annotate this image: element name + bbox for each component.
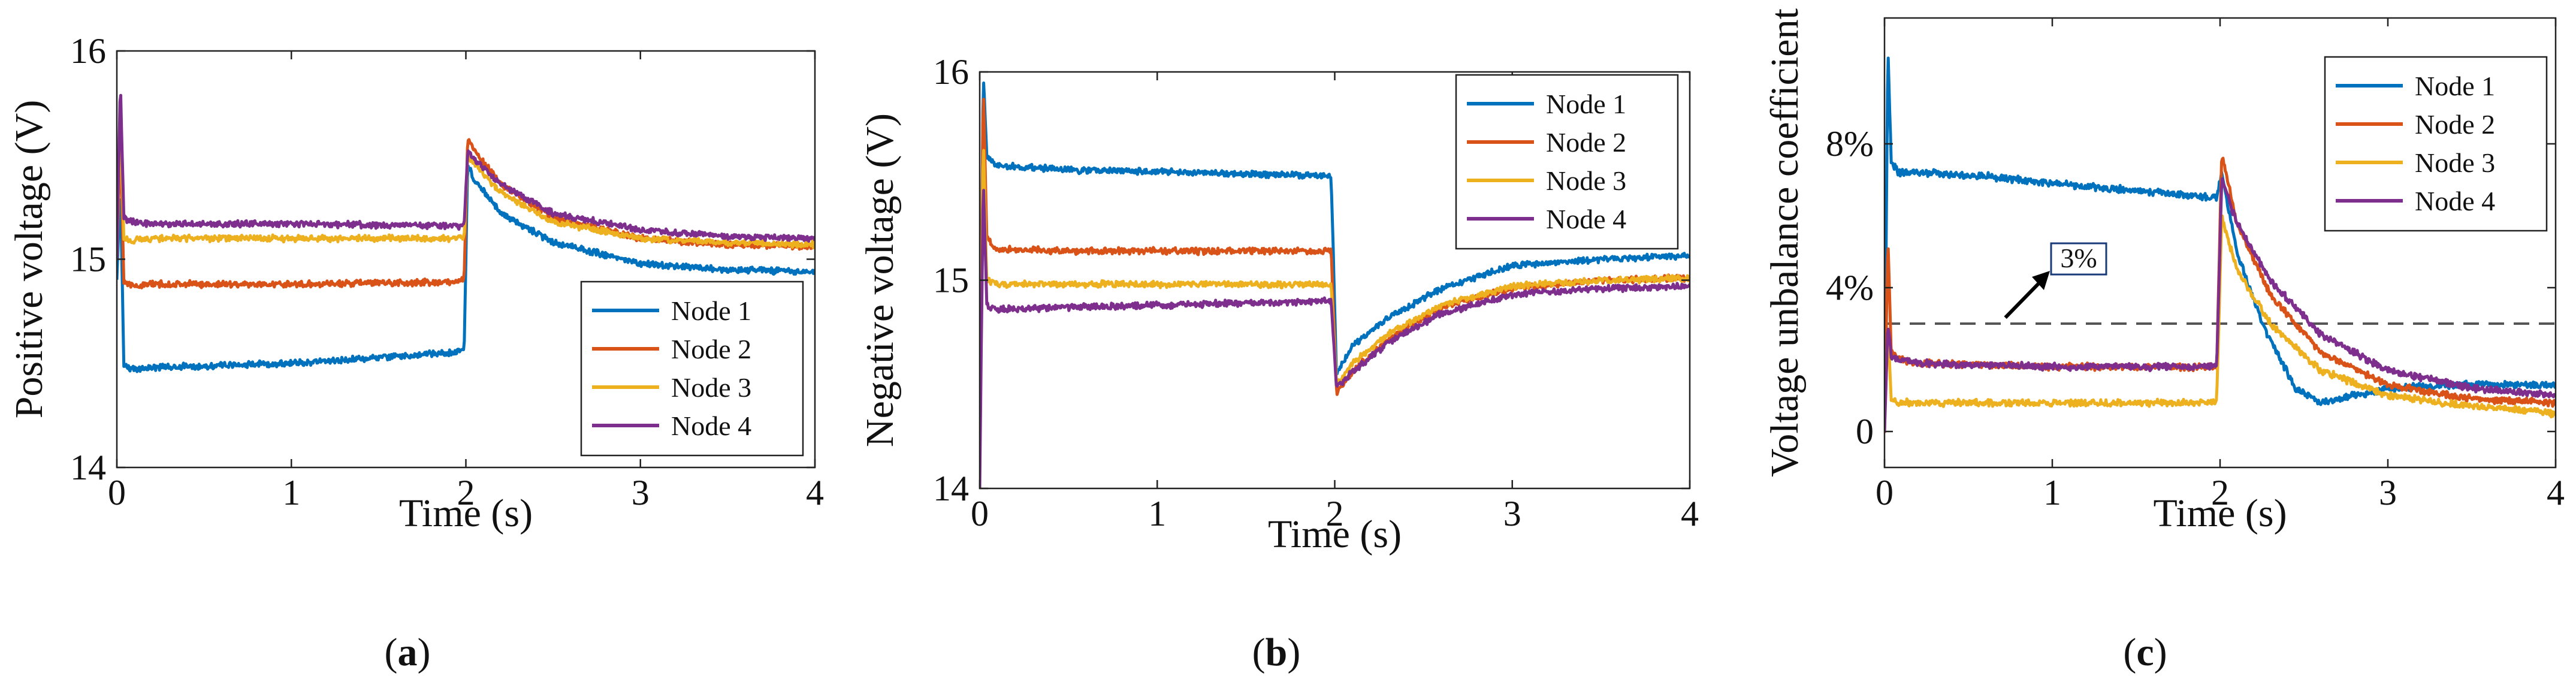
series-group xyxy=(980,82,1690,488)
legend-label-node-3: Node 3 xyxy=(1546,165,1626,196)
caption-c: (c) xyxy=(2123,630,2167,674)
panel-b: 0 1 2 3 4 14 15 16 Time (s) Negative voltage (V) N… xyxy=(858,52,1699,556)
threshold-label: 3% xyxy=(2060,243,2097,273)
legend: Node 1 Node 2 Node 3 Node 4 xyxy=(580,280,804,457)
legend-label-node-4: Node 4 xyxy=(1546,204,1626,234)
x-tick-label: 0 xyxy=(108,473,126,512)
y-tick-label: 14 xyxy=(933,469,969,508)
series-group xyxy=(117,93,815,373)
series-group xyxy=(1885,56,2556,433)
legend: Node 1 Node 2 Node 3 Node 4 xyxy=(1455,74,1679,250)
x-axis-label: Time (s) xyxy=(399,491,533,535)
legend-label-node-2: Node 2 xyxy=(2415,109,2495,140)
y-axis-label: Positive voltage (V) xyxy=(7,100,51,419)
threshold-label-box xyxy=(2050,242,2107,276)
x-tick-label: 2 xyxy=(457,473,475,512)
legend-label-node-2: Node 2 xyxy=(1546,127,1626,158)
x-tick-label: 1 xyxy=(282,473,300,512)
legend-label-node-2: Node 2 xyxy=(671,334,751,364)
legend: Node 1 Node 2 Node 3 Node 4 xyxy=(2324,56,2548,232)
legend-label-node-1: Node 1 xyxy=(1546,89,1626,119)
y-tick-label: 8% xyxy=(1826,124,1874,164)
panel-a: 0 1 2 3 4 14 15 16 Time (s) Positive voltage (V) N… xyxy=(7,31,824,535)
x-tick-label: 1 xyxy=(2043,473,2061,512)
y-tick-label: 15 xyxy=(933,261,969,300)
y-tick-label: 15 xyxy=(70,240,106,279)
y-axis-label: Negative voltage (V) xyxy=(858,113,902,447)
legend-label-node-4: Node 4 xyxy=(671,411,751,441)
x-axis-label: Time (s) xyxy=(2153,491,2287,535)
series-line-node-4 xyxy=(980,189,1690,488)
x-tick-label: 3 xyxy=(1503,494,1521,533)
x-tick-label: 0 xyxy=(971,494,989,533)
x-tick-label: 3 xyxy=(2379,473,2397,512)
y-axis-label: Voltage unbalance coefficient xyxy=(1763,8,1807,477)
legend-label-node-1: Node 1 xyxy=(2415,71,2495,101)
x-axis-label: Time (s) xyxy=(1268,512,1402,556)
legend-label-node-4: Node 4 xyxy=(2415,186,2495,216)
threshold-arrowhead xyxy=(2032,271,2050,290)
caption-b: (b) xyxy=(1252,630,1301,674)
y-tick-label: 16 xyxy=(70,31,106,71)
y-tick-label: 16 xyxy=(933,52,969,92)
y-tick-label: 4% xyxy=(1826,268,1874,307)
y-tick-label: 14 xyxy=(70,448,106,487)
x-tick-label: 4 xyxy=(2547,473,2565,512)
x-tick-label: 2 xyxy=(2211,473,2229,512)
y-tick-label: 0 xyxy=(1856,412,1874,451)
series-line-node-4 xyxy=(117,93,815,259)
x-tick-label: 2 xyxy=(1326,494,1344,533)
x-tick-label: 3 xyxy=(632,473,650,512)
x-tick-label: 4 xyxy=(806,473,824,512)
x-tick-label: 4 xyxy=(1681,494,1699,533)
legend-label-node-1: Node 1 xyxy=(671,295,751,326)
panel-c: 0 1 2 3 4 0 4% 8% Time (s) Voltage unbalance coef… xyxy=(1763,8,2565,535)
series-line-node-4 xyxy=(1885,177,2556,432)
x-tick-label: 0 xyxy=(1876,473,1894,512)
legend-label-node-3: Node 3 xyxy=(671,372,751,403)
legend-label-node-3: Node 3 xyxy=(2415,147,2495,178)
caption-a: (a) xyxy=(385,630,431,674)
x-tick-label: 1 xyxy=(1148,494,1166,533)
